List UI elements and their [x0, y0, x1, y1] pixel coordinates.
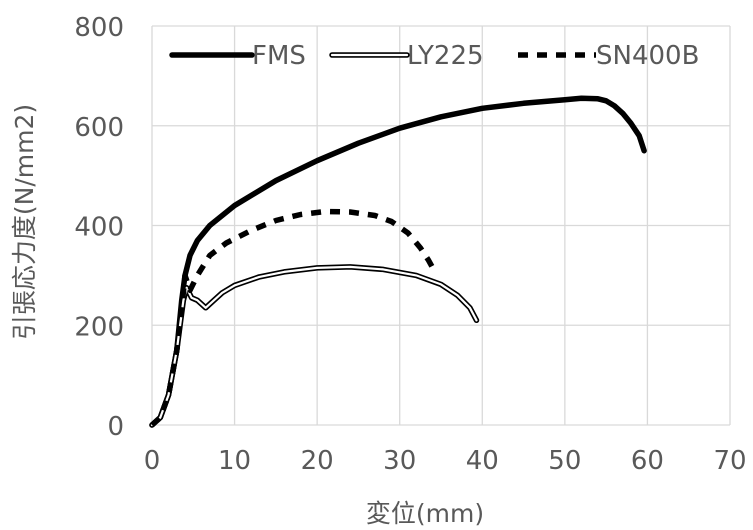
- legend-label-ly225: LY225: [407, 41, 484, 71]
- series-line-fms: [149, 95, 647, 428]
- x-tick-label: 0: [144, 446, 161, 476]
- y-tick-label: 400: [74, 213, 124, 243]
- legend-label-fms: FMS: [252, 41, 306, 71]
- y-tick-label: 0: [107, 412, 124, 442]
- y-tick-label: 600: [74, 113, 124, 143]
- y-tick-label: 800: [74, 13, 124, 43]
- x-tick-label: 20: [301, 446, 334, 476]
- x-tick-label: 10: [218, 446, 251, 476]
- x-tick-label: 40: [466, 446, 499, 476]
- series-line-ly225: [149, 264, 480, 428]
- legend: FMS LY225 SN400B: [169, 41, 699, 71]
- y-tick-label: 200: [74, 312, 124, 342]
- x-tick-label: 30: [383, 446, 416, 476]
- series-line-ly225-inner: [150, 265, 478, 427]
- gridlines: [151, 25, 731, 426]
- tick-labels: 0 10 20 30 40 50 60 70 0 200 400 600 800: [74, 13, 746, 476]
- series-lines: [149, 95, 647, 428]
- x-tick-label: 60: [631, 446, 664, 476]
- x-tick-label: 70: [713, 446, 746, 476]
- x-tick-label: 50: [548, 446, 581, 476]
- y-axis-title: 引張応力度(N/mm2): [10, 104, 39, 340]
- legend-label-sn400b: SN400B: [596, 41, 699, 71]
- series-line-sn400b: [150, 208, 436, 428]
- x-axis-title: 変位(mm): [366, 499, 484, 528]
